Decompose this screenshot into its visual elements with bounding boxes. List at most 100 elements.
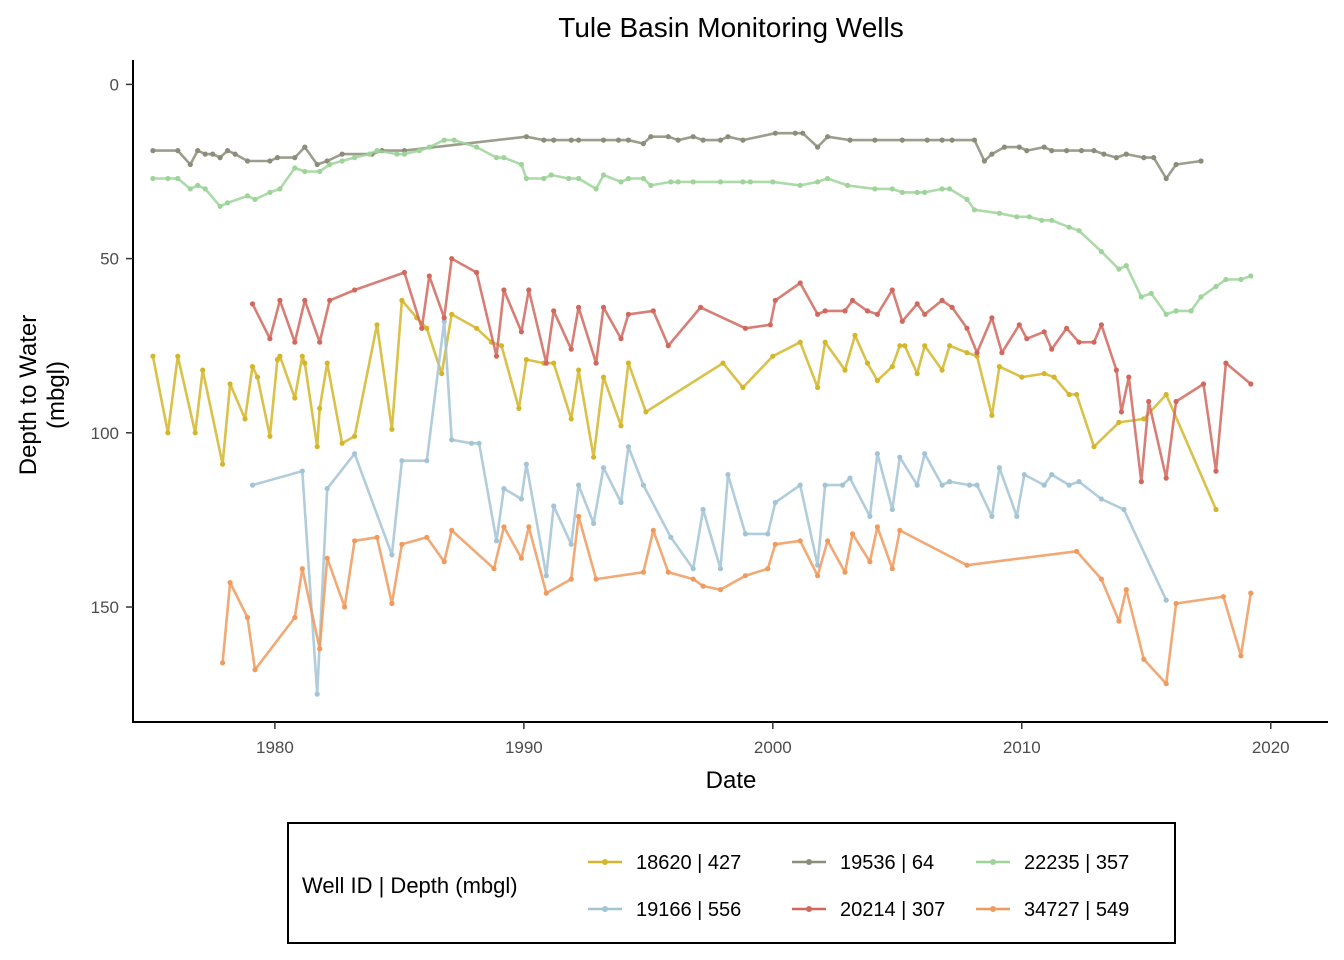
- data-point: [889, 364, 895, 370]
- data-point: [501, 524, 507, 530]
- data-point: [1118, 409, 1124, 415]
- data-point: [989, 412, 995, 418]
- data-point: [576, 304, 582, 310]
- data-point: [690, 576, 696, 582]
- data-point: [725, 134, 731, 140]
- data-point: [600, 374, 607, 380]
- data-point: [217, 155, 223, 161]
- legend-item: 18620 | 427: [588, 852, 741, 874]
- data-point: [1074, 548, 1080, 554]
- legend: Well ID | Depth (mbgl) 18620 | 427 19536 …: [287, 822, 1176, 944]
- data-point: [825, 134, 831, 140]
- data-point: [518, 329, 525, 335]
- x-tick-label: 2020: [1252, 738, 1290, 757]
- data-point: [717, 566, 724, 572]
- data-point: [1238, 653, 1244, 659]
- data-point: [1066, 391, 1072, 398]
- data-point: [1126, 374, 1132, 380]
- data-point: [600, 304, 607, 310]
- y-tick-label: 0: [110, 75, 119, 94]
- data-point: [1141, 155, 1147, 161]
- data-point: [897, 527, 903, 534]
- data-point: [1041, 144, 1047, 150]
- data-point: [424, 325, 430, 331]
- data-point: [217, 203, 223, 209]
- data-point: [424, 534, 430, 540]
- x-axis-title: Date: [706, 767, 757, 794]
- data-point: [924, 137, 930, 143]
- data-point: [897, 343, 903, 349]
- data-point: [498, 343, 505, 349]
- data-point: [175, 175, 181, 182]
- data-point: [374, 534, 380, 540]
- data-point: [1049, 148, 1055, 154]
- chart-title: Tule Basin Monitoring Wells: [558, 12, 903, 43]
- data-point: [593, 360, 599, 366]
- data-point: [648, 134, 654, 140]
- data-point: [1051, 374, 1057, 380]
- data-point: [449, 311, 455, 317]
- legend-item: 20214 | 307: [792, 899, 945, 921]
- data-point: [441, 559, 447, 565]
- data-point: [1101, 151, 1107, 157]
- data-point: [922, 189, 928, 195]
- data-point: [625, 311, 632, 317]
- data-point: [1113, 155, 1119, 161]
- data-point: [277, 353, 283, 359]
- data-point: [815, 179, 821, 185]
- data-point: [541, 137, 547, 143]
- y-axis-title-line1: Depth to Water: [15, 315, 42, 476]
- data-point: [551, 360, 557, 366]
- legend-label: 34727 | 549: [1024, 899, 1129, 921]
- data-point: [690, 566, 696, 572]
- data-point: [800, 130, 806, 136]
- data-point: [187, 161, 193, 168]
- data-point: [1076, 479, 1082, 485]
- data-point: [643, 409, 649, 415]
- data-point: [1078, 148, 1085, 154]
- data-point: [1123, 263, 1129, 269]
- data-point: [210, 151, 216, 157]
- data-point: [939, 137, 945, 143]
- legend-item: 19166 | 556: [588, 899, 741, 921]
- data-point: [1173, 398, 1179, 405]
- data-point: [618, 179, 624, 185]
- data-point: [822, 308, 828, 314]
- legend-items: 18620 | 427 19536 | 64 22235 | 357 19166 | …: [588, 852, 1129, 921]
- data-point: [339, 151, 345, 157]
- data-point: [267, 189, 273, 195]
- legend-box: [287, 822, 1176, 944]
- series-5: [220, 513, 1254, 687]
- data-point: [292, 339, 298, 345]
- data-point: [640, 175, 647, 182]
- data-point: [1163, 175, 1169, 182]
- data-point: [317, 339, 323, 345]
- data-point: [1091, 148, 1097, 154]
- data-point: [700, 583, 706, 589]
- data-point: [971, 207, 978, 213]
- data-point: [849, 531, 856, 537]
- legend-label: 20214 | 307: [840, 899, 945, 921]
- data-point: [424, 458, 430, 464]
- data-point: [327, 161, 333, 168]
- data-point: [625, 137, 632, 143]
- data-point: [1098, 576, 1104, 582]
- data-point: [576, 482, 582, 488]
- y-ticks: 0 50 100 150: [91, 75, 133, 617]
- data-point: [792, 130, 798, 136]
- data-point: [825, 175, 831, 182]
- data-point: [576, 367, 582, 373]
- data-point: [665, 343, 671, 349]
- data-point: [1163, 597, 1169, 603]
- data-point: [244, 158, 251, 164]
- data-point: [220, 461, 226, 467]
- data-point: [1066, 224, 1072, 230]
- data-point: [742, 531, 749, 537]
- y-tick-label: 100: [91, 424, 119, 443]
- data-point: [1198, 294, 1204, 300]
- data-point: [249, 301, 256, 307]
- data-point: [867, 559, 873, 565]
- data-point: [302, 168, 308, 175]
- data-point: [1198, 158, 1204, 164]
- data-point: [1064, 148, 1070, 154]
